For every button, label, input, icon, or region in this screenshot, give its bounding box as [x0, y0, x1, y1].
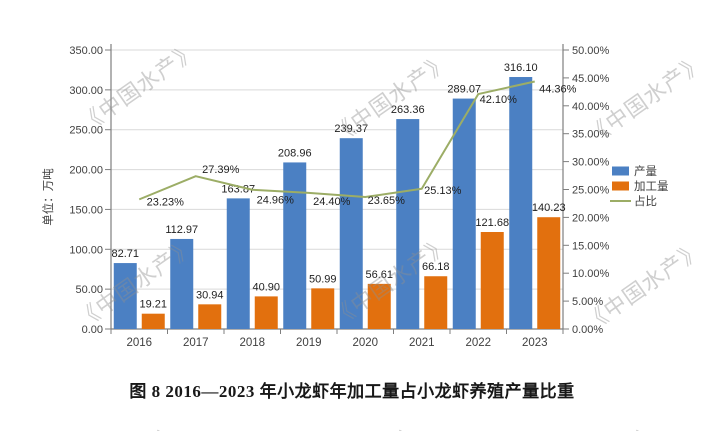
watermark-text: 《中国水产》 [534, 414, 665, 431]
processing-value-label: 30.94 [196, 289, 224, 301]
left-axis-tick-label: 100.00 [69, 244, 103, 256]
processing-value-label: 40.90 [252, 281, 280, 293]
ratio-value-label: 23.65% [368, 195, 406, 207]
year-label: 2017 [183, 337, 209, 349]
production-bar-2019 [283, 162, 307, 329]
year-label: 2022 [465, 337, 491, 349]
processing-bar-2021 [424, 276, 448, 329]
production-bar-2023 [509, 77, 533, 330]
processing-value-label: 66.18 [422, 261, 450, 273]
production-bar-2016 [113, 263, 137, 329]
year-label: 2019 [296, 337, 322, 349]
right-axis-tick-label: 15.00% [572, 240, 610, 252]
production-bar-2022 [452, 98, 476, 329]
processing-bar-2023 [537, 217, 561, 329]
watermark-text: 《中国水产》 [55, 414, 186, 431]
production-bar-2021 [396, 119, 420, 330]
ratio-value-label: 42.10% [480, 94, 518, 106]
left-axis-tick-label: 350.00 [69, 45, 103, 57]
ratio-value-label: 25.13% [424, 185, 462, 197]
year-label: 2018 [239, 337, 265, 349]
right-axis-tick-label: 25.00% [572, 185, 610, 197]
ratio-value-label: 24.96% [257, 195, 295, 207]
combo-chart: 0.00 50.00 100.00 150.00 200.00 250.00 300.00 3… [41, 44, 669, 349]
year-label: 2016 [126, 337, 152, 349]
left-axis-tick-label: 50.00 [75, 284, 103, 296]
right-axis-tick-label: 50.00% [572, 45, 610, 57]
watermark-text: 《中国水产》 [297, 414, 428, 431]
legend-swatch-production [612, 166, 629, 176]
production-bar-2020 [339, 138, 363, 329]
processing-value-label: 121.68 [475, 217, 509, 229]
ratio-value-label: 23.23% [147, 196, 185, 208]
left-axis-tick-label: 150.00 [69, 204, 103, 216]
left-axis-title: 单位：万吨 [41, 168, 55, 226]
ratio-value-label: 44.36% [539, 83, 577, 95]
production-value-label: 239.37 [334, 123, 368, 135]
processing-value-label: 50.99 [309, 273, 337, 285]
production-bar-2018 [226, 198, 250, 329]
legend-swatch-processing [612, 181, 629, 191]
processing-bar-2016 [141, 313, 165, 329]
left-axis-tick-label: 300.00 [69, 85, 103, 97]
right-axis-tick-label: 0.00% [572, 324, 603, 336]
production-value-label: 112.97 [165, 224, 198, 236]
processing-bar-2022 [480, 232, 504, 329]
year-label: 2023 [522, 337, 548, 349]
ratio-value-label: 27.39% [202, 164, 240, 176]
right-axis-tick-label: 10.00% [572, 268, 610, 280]
processing-bar-2017 [198, 304, 222, 329]
legend-label: 加工量 [634, 180, 669, 193]
processing-value-label: 19.21 [139, 299, 167, 311]
year-label: 2020 [352, 337, 378, 349]
left-axis-tick-label: 0.00 [82, 324, 103, 336]
production-value-label: 289.07 [447, 84, 481, 96]
left-axis-tick-label: 200.00 [69, 165, 103, 177]
ratio-line [138, 80, 535, 201]
right-axis-tick-label: 35.00% [572, 129, 610, 141]
right-axis-tick-label: 20.00% [572, 212, 610, 224]
right-axis-tick-label: 45.00% [572, 73, 610, 85]
legend-label: 占比 [634, 194, 657, 208]
legend-label: 产量 [634, 164, 657, 178]
ratio-value-label: 24.40% [313, 196, 351, 208]
production-value-label: 316.10 [504, 62, 538, 74]
processing-bar-2020 [367, 283, 391, 329]
processing-bar-2018 [254, 296, 278, 329]
year-label: 2021 [409, 337, 435, 349]
production-bar-2017 [170, 238, 194, 329]
processing-value-label: 56.61 [365, 269, 393, 281]
production-value-label: 263.36 [391, 104, 425, 116]
left-axis-tick-label: 250.00 [69, 125, 103, 137]
production-value-label: 163.87 [221, 183, 255, 195]
right-axis-tick-label: 40.00% [572, 101, 610, 113]
processing-value-label: 140.23 [532, 202, 566, 214]
figure-caption: 图 8 2016—2023 年小龙虾年加工量占小龙虾养殖产量比重 [129, 382, 575, 401]
production-value-label: 82.71 [111, 248, 139, 260]
right-axis-tick-label: 5.00% [572, 296, 603, 308]
right-axis-tick-label: 30.00% [572, 157, 610, 169]
production-value-label: 208.96 [278, 147, 312, 159]
processing-bar-2019 [311, 288, 335, 329]
